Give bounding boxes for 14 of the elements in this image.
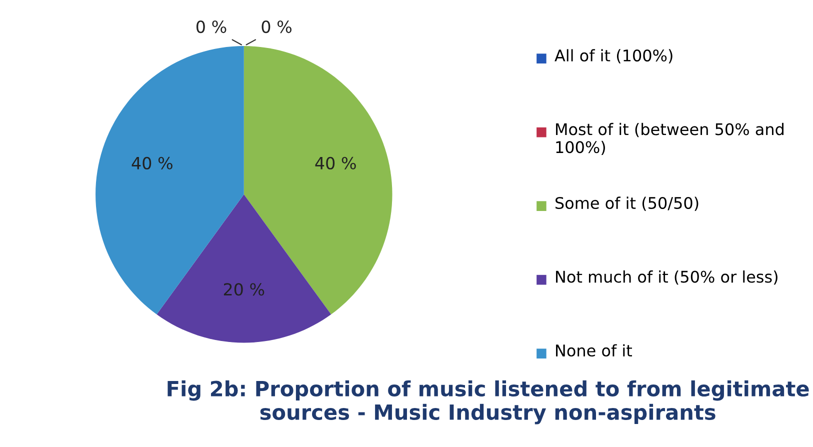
legend-label: None of it: [556, 344, 632, 357]
pie-slice: [244, 46, 392, 314]
data-label: 20 %: [224, 283, 264, 296]
data-label: 40 %: [315, 156, 356, 170]
legend-label: Some of it (50/50): [556, 196, 698, 211]
legend-label: Not much of it (50% or less): [556, 270, 778, 285]
text: 0 %: [196, 20, 226, 34]
text: Fig 2b: Proportion of music listened to from legitimate sources - Music Industry non-aspirants: [168, 380, 809, 424]
legend-label: All of it (100%): [554, 49, 672, 64]
pie-slice: [96, 46, 244, 314]
text: 0 %: [262, 20, 292, 34]
legend-label: Most of it (between 50% and 100%): [556, 122, 784, 156]
data-label: 40 %: [132, 156, 172, 170]
pie-slice: [156, 194, 332, 343]
